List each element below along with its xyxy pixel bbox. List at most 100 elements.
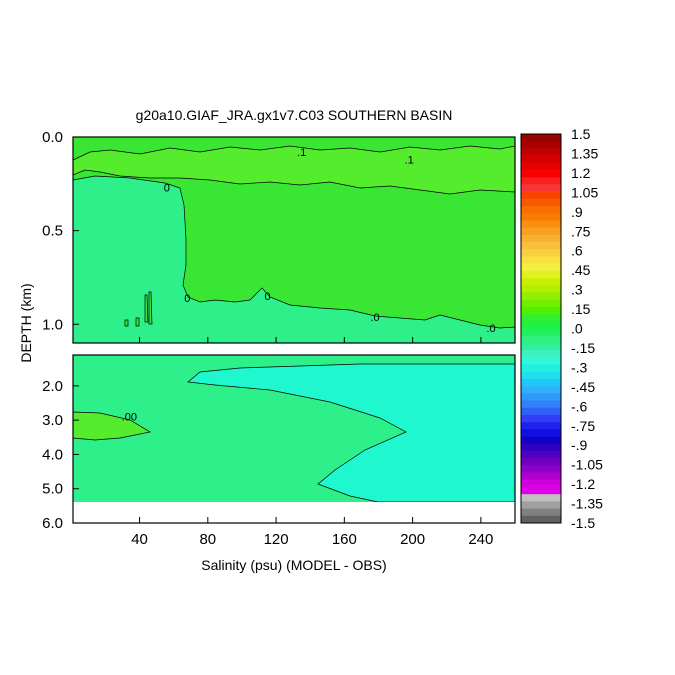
lower-missing-region	[73, 502, 515, 523]
colorbar-label: .45	[571, 262, 591, 278]
contour-label: 0	[184, 293, 190, 305]
lower-panel-frame	[72, 354, 516, 524]
colorbar-swatch	[521, 378, 561, 387]
colorbar-swatch	[521, 162, 561, 171]
contour-label: 0	[164, 183, 170, 195]
upper-y-ticks: 0.0 0.5 1.0	[42, 129, 79, 333]
colorbar-swatch	[521, 357, 561, 365]
upper-aqua-region	[72, 175, 516, 344]
x-axis-ticks: 40 80 120 160 200 240	[131, 337, 493, 548]
lower-y-tick-label: 6.0	[42, 515, 63, 532]
x-tick-label: 240	[468, 531, 493, 548]
colorbar-swatch	[521, 458, 561, 466]
colorbar-swatch	[521, 184, 561, 192]
colorbar-frame	[520, 133, 562, 524]
colorbar-swatch	[521, 285, 561, 293]
colorbar-swatch	[521, 342, 561, 351]
colorbar-swatch	[521, 242, 561, 250]
upper-y-tick-label: 0.5	[42, 223, 63, 240]
contour-label: .1	[405, 154, 414, 166]
colorbar-swatch	[521, 256, 561, 264]
colorbar-label: .3	[571, 282, 583, 298]
lower-y-tick-label: 4.0	[42, 446, 63, 463]
colorbar-swatch	[521, 486, 561, 495]
chart-title: g20a10.GIAF_JRA.gx1v7.C03 SOUTHERN BASIN	[136, 107, 453, 123]
lower-contour-labels: .00	[122, 412, 137, 424]
upper-contour-labels: .1 .1 0 0 0 .0 .0	[164, 147, 496, 335]
y-axis-label: DEPTH (km)	[18, 283, 34, 362]
colorbar-label: .15	[571, 301, 591, 317]
colorbar-swatch	[521, 335, 561, 344]
x-tick-label: 160	[332, 531, 357, 548]
colorbar-swatch	[521, 314, 561, 322]
colorbar-label: .75	[571, 223, 591, 239]
colorbar-labels: 1.5 1.35 1.2 1.05 .9 .75 .6 .45 .3 .15 .0 -.15 -.3 -.…	[571, 126, 603, 531]
colorbar-swatch	[521, 321, 561, 329]
colorbar-swatch	[521, 234, 561, 243]
colorbar-swatch	[521, 443, 561, 452]
upper-panel: 0.00.51.0 .1.100 0.0.0	[42, 129, 516, 344]
colorbar-label: -.45	[571, 379, 595, 395]
colorbar-swatch	[521, 422, 561, 430]
colorbar-swatch	[521, 206, 561, 214]
colorbar-swatch	[521, 472, 561, 481]
colorbar-label: -.75	[571, 418, 595, 434]
lower-y-tick-label: 5.0	[42, 481, 63, 498]
colorbar-swatch	[521, 141, 561, 149]
colorbar-label: .0	[571, 321, 583, 337]
colorbar-swatch	[521, 400, 561, 409]
upper-small-contours	[124, 291, 153, 327]
x-tick-label: 200	[400, 531, 425, 548]
upper-y-tick-label: 1.0	[42, 316, 63, 333]
colorbar-swatch	[521, 450, 561, 459]
contour-label: .0	[487, 323, 496, 335]
colorbar-label: 1.35	[571, 145, 598, 161]
colorbar-swatch	[521, 494, 561, 502]
colorbar-swatch	[521, 393, 561, 401]
colorbar-label: -1.5	[571, 515, 595, 531]
colorbar-swatch	[521, 299, 561, 308]
colorbar-swatch	[521, 170, 561, 178]
lower-y-tick-label: 3.0	[42, 412, 63, 429]
lower-green-pocket	[72, 411, 151, 441]
colorbar-swatch	[521, 479, 561, 488]
colorbar-label: 1.05	[571, 184, 598, 200]
colorbar-swatch	[521, 220, 561, 228]
colorbar-swatch	[521, 436, 561, 445]
colorbar-swatch	[521, 134, 561, 142]
upper-y-tick-label: 0.0	[42, 129, 63, 146]
colorbar-swatch	[521, 364, 561, 373]
contour-label: .0	[370, 312, 379, 324]
lower-y-tick-label: 2.0	[42, 378, 63, 395]
colorbar-swatch	[521, 465, 561, 473]
colorbar-swatch	[521, 508, 561, 517]
upper-panel-frame	[72, 136, 516, 344]
colorbar-swatch	[521, 249, 561, 257]
colorbar-label: 1.5	[571, 126, 591, 142]
colorbar-label: -1.35	[571, 496, 603, 512]
x-tick-label: 120	[264, 531, 289, 548]
colorbar-label: -.3	[571, 359, 588, 375]
colorbar-swatch	[521, 386, 561, 394]
colorbar-swatch	[521, 213, 561, 221]
colorbar-label: 1.2	[571, 165, 591, 181]
colorbar-swatch	[521, 407, 561, 416]
colorbar-swatch	[521, 350, 561, 358]
x-tick-label: 40	[131, 531, 148, 548]
lower-panel: 2.0 3.0 4.0 5.0 6.0 .00	[42, 354, 516, 532]
colorbar-swatch	[521, 414, 561, 423]
x-tick-label: 80	[199, 531, 216, 548]
colorbar-swatch	[521, 306, 561, 315]
colorbar-label: -.6	[571, 398, 588, 414]
colorbar-swatch	[521, 515, 561, 524]
colorbar-swatch	[521, 270, 561, 279]
lower-cyan-region	[187, 363, 516, 503]
colorbar-label: -1.2	[571, 476, 595, 492]
colorbar-swatch	[521, 227, 561, 236]
colorbar-swatch	[521, 263, 561, 272]
colorbar-swatch	[521, 371, 561, 380]
colorbar-label: -1.05	[571, 457, 603, 473]
colorbar-swatch	[521, 292, 561, 300]
colorbar-swatch	[521, 501, 561, 509]
